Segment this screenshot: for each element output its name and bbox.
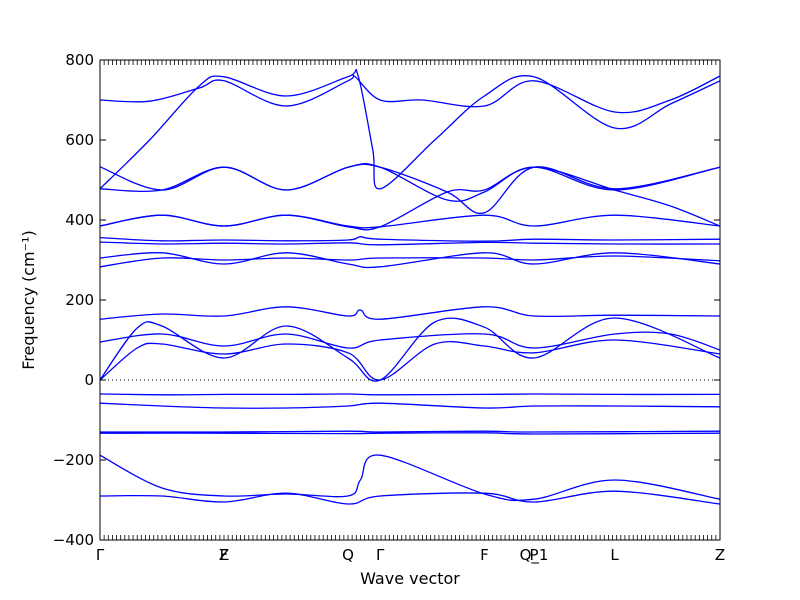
x-point-label: Γ [96,546,105,564]
y-tick-label: 200 [65,291,94,309]
y-axis-ticks: −400 −200 0 200 400 600 800 [53,51,720,549]
band-line-20 [99,490,721,505]
y-tick-label: 0 [84,371,94,389]
band-line-19 [99,454,721,502]
x-point-label: F [480,546,489,564]
x-axis-title: Wave vector [360,569,460,588]
band-line-16 [99,402,721,409]
y-tick-label: 600 [65,131,94,149]
band-line-13 [99,331,721,351]
band-line-4 [99,163,721,202]
band-line-10 [99,255,721,268]
x-point-label: Z [715,546,725,564]
band-line-12 [99,317,721,382]
band-line-7 [99,236,721,242]
y-tick-label: 400 [65,211,94,229]
band-line-2 [99,68,721,190]
band-line-8 [99,241,721,246]
x-point-label: Q_1 [520,546,549,565]
plot-background [100,60,720,540]
x-point-label: L [610,546,619,564]
band-line-18 [99,432,721,435]
x-point-label: P [529,546,538,564]
y-tick-label: 800 [65,51,94,69]
x-point-label: Z [219,546,229,564]
band-line-11 [99,306,721,320]
x-point-label: Q [342,546,354,564]
band-line-17 [99,430,721,433]
band-line-9 [99,252,721,269]
x-tick-labels: Γ FZ Q Γ F PQ_1 L Z [96,546,725,565]
y-axis-title: Frequency (cm⁻¹) [19,230,38,369]
y-tick-label: −200 [53,451,94,469]
plot-frame [99,59,721,541]
band-line-14 [99,339,721,381]
band-line-6 [99,166,721,231]
series-layer [99,68,721,505]
y-tick-label: −400 [53,531,94,549]
high-symmetry-ticks [99,60,721,540]
band-line-15 [99,393,721,396]
band-line-1 [99,74,721,114]
x-point-label: F [220,546,229,564]
x-point-label: Γ [376,546,385,564]
